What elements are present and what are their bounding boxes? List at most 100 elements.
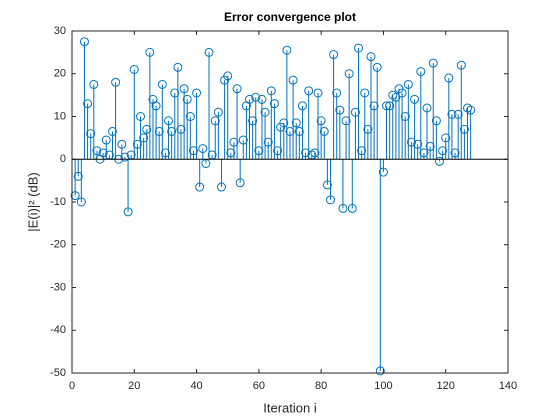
stem-marker: [173, 62, 183, 72]
stem-marker: [341, 116, 351, 126]
stem-marker: [154, 126, 164, 136]
stem-marker: [216, 182, 226, 192]
stem-marker: [416, 67, 426, 77]
stem-marker: [132, 139, 142, 149]
y-axis-label: |E(i)|² (dB): [25, 172, 40, 231]
stem-marker: [188, 146, 198, 156]
stem-marker: [79, 37, 89, 47]
stem-marker: [83, 99, 93, 109]
y-tick-label: -20: [50, 239, 66, 251]
stem-marker: [120, 152, 130, 162]
y-tick-label: -30: [50, 281, 66, 293]
x-tick-label: 40: [190, 380, 202, 392]
stem-marker: [397, 88, 407, 98]
stem-marker: [413, 139, 423, 149]
stem-marker: [232, 84, 242, 94]
stem-marker: [195, 182, 205, 192]
stem-marker: [466, 105, 476, 115]
stem-marker: [185, 112, 195, 121]
stem-marker: [447, 109, 457, 119]
stem-marker: [269, 99, 279, 109]
stem-marker: [129, 64, 139, 74]
y-tick-label: 10: [54, 110, 66, 122]
stem-marker: [463, 103, 473, 113]
stem-marker: [238, 135, 248, 145]
stem-marker: [294, 126, 304, 136]
stem-marker: [438, 146, 448, 156]
stem-marker: [313, 88, 323, 98]
stem-marker: [101, 135, 111, 145]
stem-marker: [378, 167, 388, 177]
stem-marker: [223, 71, 233, 81]
stem-marker: [266, 86, 276, 96]
stem-marker: [360, 88, 370, 98]
x-tick-label: 100: [374, 380, 392, 392]
axes-box: [71, 30, 509, 374]
stem-marker: [310, 148, 320, 158]
stem-marker: [73, 171, 83, 181]
stem-marker: [98, 148, 108, 158]
y-tick-label: -50: [50, 367, 66, 379]
stem-marker: [279, 118, 289, 128]
stem-marker: [322, 180, 332, 190]
stem-marker: [198, 144, 208, 154]
plot-area: [72, 31, 508, 373]
stem-marker: [263, 137, 273, 147]
x-tick-label: 0: [69, 380, 75, 392]
stem-marker: [441, 133, 451, 143]
stem-marker: [297, 101, 307, 111]
stem-marker: [403, 79, 413, 89]
stem-marker: [332, 88, 342, 98]
stem-marker: [70, 191, 80, 201]
stem-marker: [338, 203, 348, 213]
stem-marker: [357, 146, 367, 156]
stem-marker: [291, 118, 301, 128]
stem-marker: [391, 92, 401, 102]
stem-marker: [450, 148, 460, 158]
stem-marker: [316, 116, 326, 126]
stem-marker: [273, 146, 283, 156]
stem-marker: [179, 84, 189, 94]
stem-marker: [456, 60, 466, 70]
stem-marker: [366, 52, 376, 62]
stem-marker: [369, 101, 379, 111]
stem-marker: [406, 137, 416, 147]
stem-marker: [192, 88, 202, 98]
stem-marker: [167, 126, 177, 136]
stem-marker: [372, 62, 382, 72]
stem-marker: [92, 146, 102, 156]
stem-marker: [204, 47, 214, 57]
stem-marker: [363, 124, 373, 134]
stem-marker: [344, 69, 354, 79]
stem-marker: [107, 126, 117, 136]
stem-marker: [245, 94, 255, 104]
x-tick-label: 20: [128, 380, 140, 392]
x-axis-label: Iteration i: [263, 400, 317, 415]
y-tick-label: -40: [50, 324, 66, 336]
stem-marker: [410, 94, 420, 104]
stem-marker: [229, 137, 239, 147]
stem-marker: [254, 146, 264, 156]
y-tick-label: 30: [54, 25, 66, 37]
stem-marker: [350, 107, 360, 117]
x-tick-label: 80: [315, 380, 327, 392]
stem-marker: [285, 126, 295, 136]
stem-marker: [304, 86, 314, 96]
stem-marker: [176, 124, 186, 134]
stem-marker: [459, 124, 469, 134]
stem-marker: [385, 101, 395, 111]
stem-marker: [325, 195, 335, 205]
stem-marker: [434, 156, 444, 166]
y-tick-label: -10: [50, 196, 66, 208]
stem-marker: [444, 73, 454, 83]
stem-marker: [213, 107, 223, 117]
stem-marker: [347, 203, 357, 213]
stem-marker: [288, 75, 298, 85]
stem-marker: [136, 112, 146, 121]
stem-marker: [422, 103, 432, 113]
stem-marker: [226, 148, 236, 158]
stem-marker: [123, 207, 133, 217]
stem-marker: [329, 50, 339, 60]
